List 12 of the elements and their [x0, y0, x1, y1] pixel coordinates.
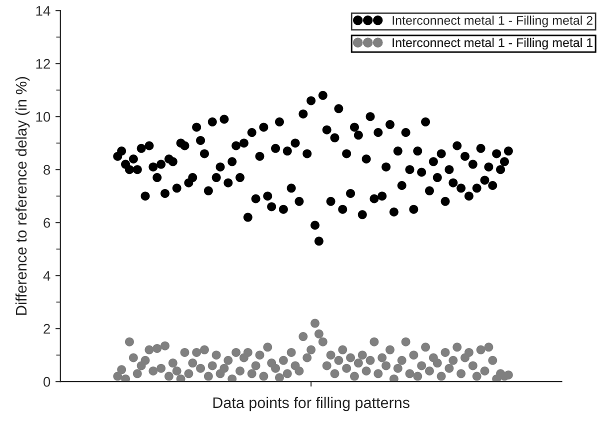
y-axis-title: Difference to reference delay (in %): [15, 77, 30, 315]
x-axis-title: Data points for filling patterns: [213, 396, 410, 412]
y-tick-label: 6: [44, 218, 50, 228]
y-tick-label: 2: [44, 324, 50, 334]
legend-label: Interconnect metal 1 - Filling metal 1: [392, 38, 592, 50]
y-tick-label: 10: [36, 112, 50, 122]
y-tick-label: 4: [43, 271, 50, 281]
y-tick-label: 14: [36, 6, 50, 16]
legend-label: Interconnect metal 1 - Filling metal 2: [392, 16, 592, 28]
y-tick-label: 12: [36, 58, 50, 69]
y-tick-label: 0: [43, 376, 50, 387]
y-tick-label: 8: [44, 164, 50, 175]
